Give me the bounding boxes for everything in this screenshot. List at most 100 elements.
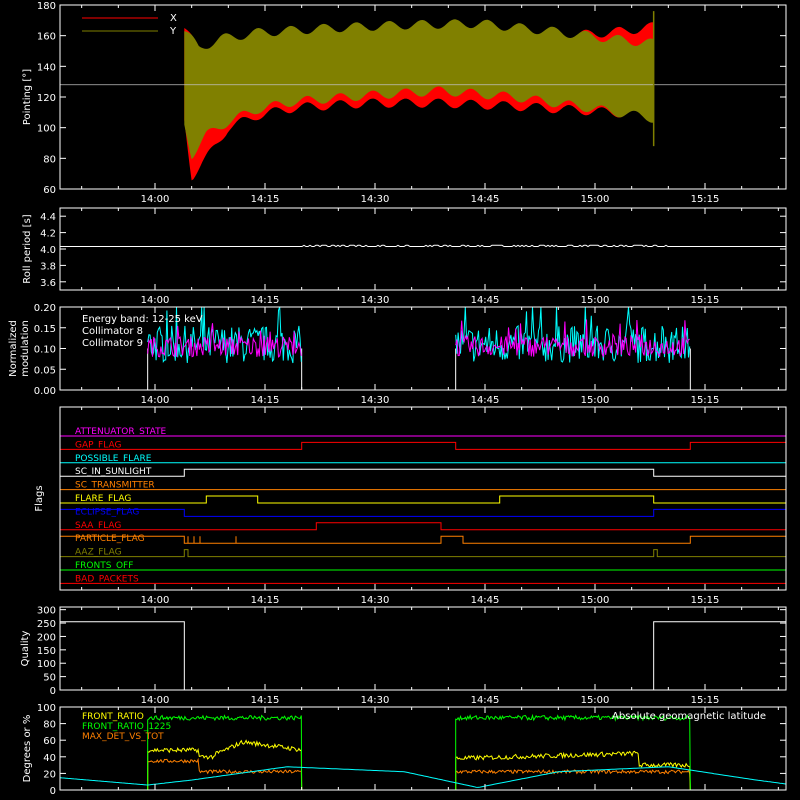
y-tick-label: 4.0 <box>40 245 56 256</box>
flag-label: ECLIPSE_FLAG <box>75 507 139 517</box>
ratio-legend-0: FRONT_RATIO <box>82 712 144 722</box>
y-tick-label: 150 <box>37 646 56 657</box>
y-tick-label: 40 <box>43 753 56 764</box>
flag-line-particle_flag <box>60 535 786 544</box>
y-tick-label: 0.05 <box>34 365 56 376</box>
x-tick-label: 14:30 <box>361 695 390 706</box>
pointing-ylabel: Pointing [°] <box>22 69 33 125</box>
x-tick-label: 15:00 <box>581 395 610 406</box>
flag-label: FLARE_FLAG <box>75 494 131 504</box>
x-tick-label: 14:30 <box>361 395 390 406</box>
flag-label: FRONTS_OFF <box>75 561 133 571</box>
roll-frame <box>59 207 787 291</box>
y-tick-label: 50 <box>43 673 56 684</box>
flags-ylabel: Flags <box>34 485 45 511</box>
x-tick-label: 14:00 <box>141 695 170 706</box>
modulation-baseline <box>60 348 786 391</box>
y-tick-label: 3.6 <box>40 278 56 289</box>
x-tick-label: 15:00 <box>581 695 610 706</box>
x-tick-label: 14:00 <box>141 595 170 606</box>
legend-label-x: X <box>170 13 177 24</box>
x-tick-label: 15:15 <box>691 695 720 706</box>
y-tick-label: 0.00 <box>34 386 56 397</box>
modulation-series-collimator-8 <box>147 306 302 364</box>
y-tick-label: 140 <box>37 62 56 73</box>
flag-label: SC_TRANSMITTER <box>75 481 155 491</box>
x-tick-label: 14:15 <box>251 395 280 406</box>
y-tick-label: 300 <box>37 606 56 617</box>
x-tick-label: 15:00 <box>581 595 610 606</box>
flag-label: BAD_PACKETS <box>75 574 139 584</box>
flag-label: POSSIBLE_FLARE <box>75 454 152 464</box>
x-tick-label: 15:00 <box>581 295 610 306</box>
ratio-series-front_ratio_1225 <box>455 713 691 791</box>
x-tick-label: 14:15 <box>251 595 280 606</box>
legend-label-y: Y <box>169 26 177 37</box>
y-tick-label: 100 <box>37 124 56 135</box>
roll-period-line <box>60 244 786 248</box>
y-tick-label: 0 <box>50 786 56 797</box>
ratio-series-front_ratio <box>147 739 303 791</box>
modulation-legend-1: Collimator 9 <box>82 338 143 349</box>
flag-line-sc_in_sunlight <box>60 468 786 477</box>
y-tick-label: 100 <box>37 659 56 670</box>
x-tick-label: 14:45 <box>471 695 500 706</box>
y-tick-label: 3.8 <box>40 261 56 272</box>
pointing-series-y <box>184 19 654 160</box>
modulation-ylabel-1: Normalized <box>8 320 19 377</box>
flag-label: ATTENUATOR_STATE <box>75 427 167 437</box>
x-tick-label: 14:30 <box>361 295 390 306</box>
y-tick-label: 60 <box>43 185 56 196</box>
modulation-series-collimator-9 <box>455 319 690 359</box>
modulation-series-collimator-8 <box>455 306 691 363</box>
flag-line-aaz_flag <box>60 549 786 558</box>
y-tick-label: 0.10 <box>34 345 56 356</box>
x-tick-label: 15:00 <box>581 194 610 205</box>
flag-line-saa_flag <box>60 522 786 531</box>
x-tick-label: 15:15 <box>691 295 720 306</box>
flag-label: SAA_FLAG <box>75 521 121 531</box>
modulation-annotation: Energy band: 12-25 keV <box>82 314 203 325</box>
ratios-ylabel: Degrees or % <box>22 715 33 783</box>
x-tick-label: 14:45 <box>471 194 500 205</box>
y-tick-label: 80 <box>43 154 56 165</box>
y-tick-label: 60 <box>43 736 56 747</box>
y-tick-label: 250 <box>37 619 56 630</box>
y-tick-label: 0.20 <box>34 303 56 314</box>
roll-ylabel: Roll period [s] <box>22 214 33 283</box>
ratios-frame <box>59 706 787 791</box>
x-tick-label: 14:45 <box>471 595 500 606</box>
flag-label: AAZ_FLAG <box>75 548 122 558</box>
ratio-series-max_det_vs_tot <box>147 757 303 791</box>
y-tick-label: 200 <box>37 632 56 643</box>
flag-line-gap_flag <box>60 441 786 450</box>
x-tick-label: 15:15 <box>691 595 720 606</box>
y-tick-label: 4.2 <box>40 229 56 240</box>
flags-frame <box>59 406 787 591</box>
x-tick-label: 14:15 <box>251 194 280 205</box>
x-tick-label: 15:15 <box>691 194 720 205</box>
y-tick-label: 4.4 <box>40 212 56 223</box>
flag-label: SC_IN_SUNLIGHT <box>75 467 152 477</box>
x-tick-label: 14:00 <box>141 295 170 306</box>
x-tick-label: 14:45 <box>471 395 500 406</box>
y-tick-label: 20 <box>43 769 56 780</box>
modulation-ylabel-2: modulation <box>20 320 31 377</box>
x-tick-label: 14:15 <box>251 295 280 306</box>
y-tick-label: 180 <box>37 1 56 12</box>
ratio-series-front_ratio <box>455 750 691 791</box>
ratio-legend-2: MAX_DET_VS_TOT <box>82 732 164 742</box>
flag-line-eclipse_flag <box>60 508 786 517</box>
flag-line-flare_flag <box>60 495 786 504</box>
x-tick-label: 14:30 <box>361 595 390 606</box>
quality-ylabel: Quality <box>20 631 31 667</box>
y-tick-label: 120 <box>37 93 56 104</box>
quality-frame <box>59 606 787 691</box>
flag-label: GAP_FLAG <box>75 440 121 450</box>
ratio-series-front_ratio_1225 <box>147 714 303 791</box>
flag-label: PARTICLE_FLAG <box>75 534 145 544</box>
x-tick-label: 15:15 <box>691 395 720 406</box>
ratio-legend-1: FRONT_RATIO_1225 <box>82 722 171 732</box>
x-tick-label: 14:15 <box>251 695 280 706</box>
